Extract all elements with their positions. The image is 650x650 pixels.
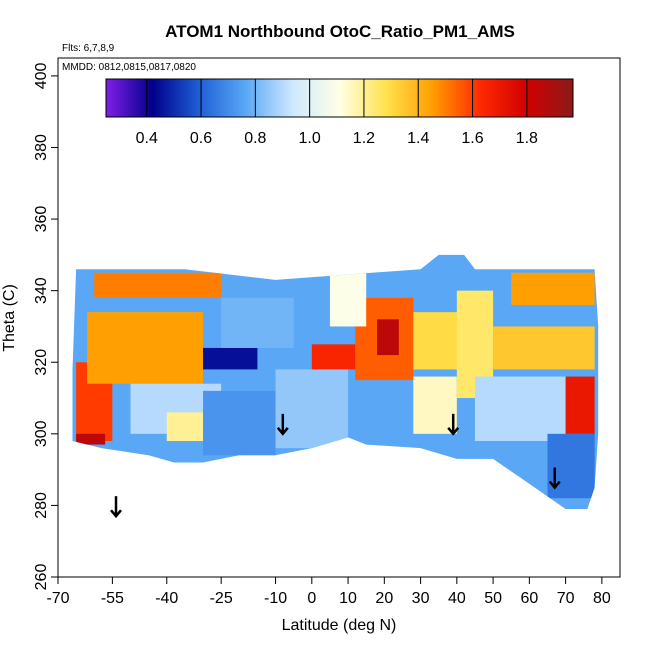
x-tick-label: -40 — [155, 590, 178, 607]
chart-title: ATOM1 Northbound OtoC_Ratio_PM1_AMS — [165, 22, 515, 41]
data-region — [493, 326, 595, 370]
data-region — [565, 376, 595, 434]
x-tick-label: -55 — [101, 590, 124, 607]
x-tick-label: -10 — [264, 590, 287, 607]
x-axis: -70 -55 -40 -25 -10 0 10 20 30 40 50 60 70 80 — [46, 577, 611, 607]
x-tick-label: 20 — [375, 590, 393, 607]
y-tick-label: 260 — [33, 564, 50, 591]
x-tick-label: 80 — [593, 590, 611, 607]
plot-data-area — [72, 254, 599, 509]
x-tick-label: 0 — [307, 590, 316, 607]
colorbar-tick-label: 1.8 — [516, 130, 538, 147]
x-tick-label: 10 — [339, 590, 357, 607]
colorbar-tick-label: 1.0 — [299, 130, 321, 147]
data-region — [87, 312, 204, 384]
colorbar-tick-label: 1.2 — [353, 130, 375, 147]
data-region — [413, 376, 457, 434]
data-region — [511, 272, 595, 305]
colorbar-tick-label: 1.4 — [407, 130, 429, 147]
data-region — [166, 412, 204, 441]
data-region — [474, 376, 566, 441]
data-region — [329, 272, 367, 327]
y-tick-label: 320 — [33, 349, 50, 376]
arrow-head — [447, 427, 460, 436]
plot-frame — [57, 57, 621, 578]
x-tick-label: -70 — [46, 590, 69, 607]
data-region — [94, 272, 222, 298]
colorbar-tick-label: 0.8 — [244, 130, 266, 147]
x-tick-label: -25 — [210, 590, 233, 607]
data-region — [275, 369, 349, 449]
colorbar-tick-label: 0.4 — [136, 130, 158, 147]
arrow-head — [276, 427, 289, 436]
x-tick-label: 40 — [448, 590, 466, 607]
data-region — [203, 347, 258, 370]
colorbar-gradient — [105, 78, 574, 118]
data-regions — [76, 272, 595, 499]
y-tick-label: 300 — [33, 420, 50, 447]
x-tick-label: 50 — [484, 590, 502, 607]
y-tick-label: 400 — [33, 62, 50, 89]
x-axis-label: Latitude (deg N) — [282, 617, 397, 634]
colorbar-tick-label: 0.6 — [190, 130, 212, 147]
chart-subtitle-dates: MMDD: 0812,0815,0817,0820 — [62, 62, 196, 73]
arrow-head — [110, 509, 122, 519]
data-region — [311, 344, 356, 370]
arrow-markers — [110, 413, 561, 519]
y-tick-label: 380 — [33, 134, 50, 161]
data-region — [221, 297, 294, 348]
y-tick-label: 340 — [33, 277, 50, 304]
data-region — [377, 319, 399, 356]
y-tick-label: 280 — [33, 492, 50, 519]
data-region — [76, 433, 106, 445]
y-axis-label: Theta (C) — [1, 284, 18, 352]
arrow-head — [548, 480, 561, 490]
colorbar: 0.4 0.6 0.8 1.0 1.2 1.4 1.6 1.8 — [105, 78, 574, 147]
x-tick-label: 70 — [557, 590, 575, 607]
x-tick-label: 60 — [520, 590, 538, 607]
colorbar-tick-label: 1.6 — [461, 130, 483, 147]
data-region — [203, 390, 276, 456]
x-tick-label: 30 — [412, 590, 430, 607]
y-tick-label: 360 — [33, 206, 50, 233]
chart-subtitle-flights: Flts: 6,7,8,9 — [62, 43, 115, 54]
y-axis: 260 280 300 320 340 360 380 400 — [33, 62, 58, 590]
